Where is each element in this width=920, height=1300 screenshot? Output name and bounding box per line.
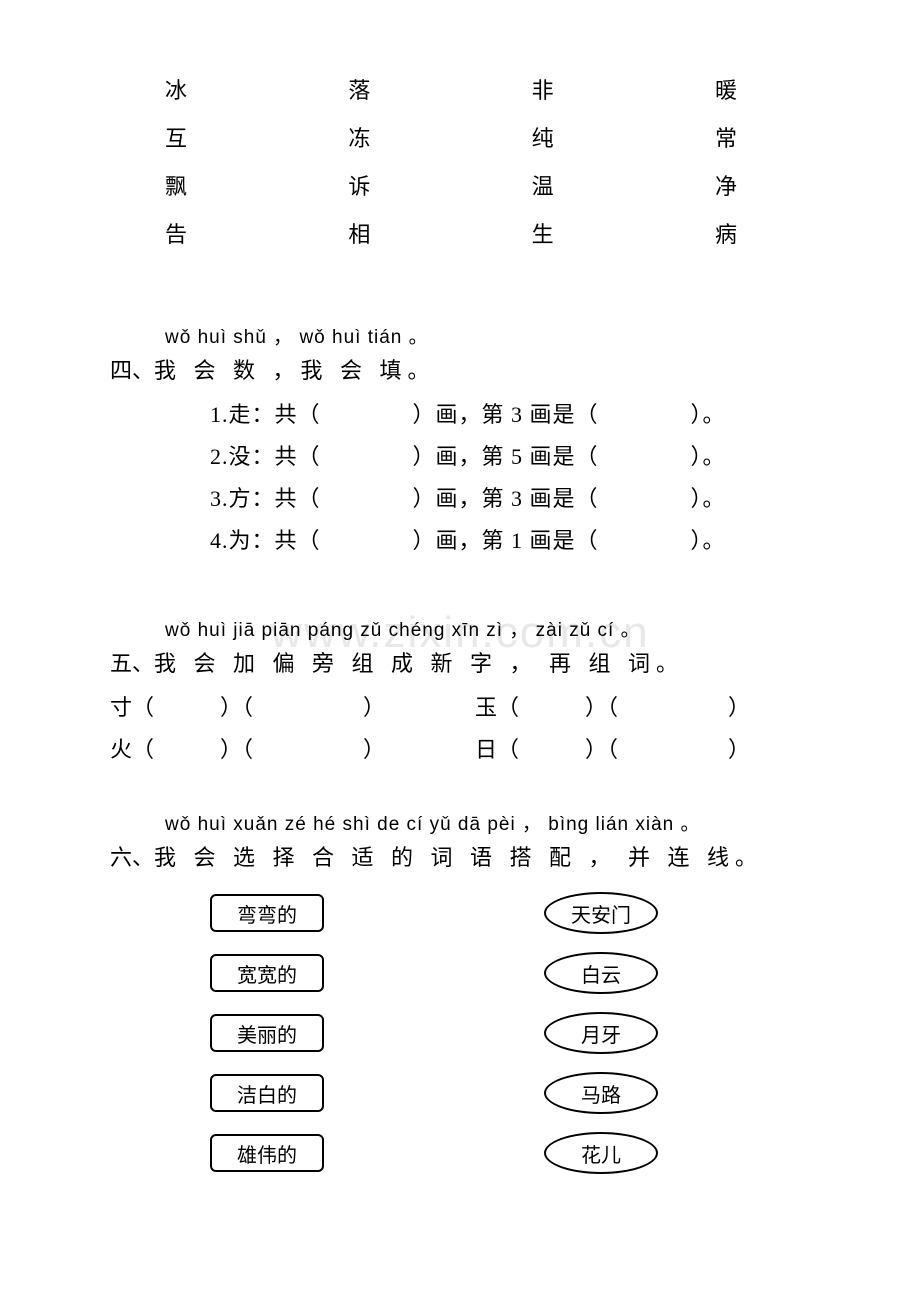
section6-title-text: 我 会 选 择 合 适 的 词 语 搭 配 ， 并 连 线。 xyxy=(154,845,763,870)
item-idx: 2. xyxy=(210,444,229,469)
char-cell: 温 xyxy=(532,176,572,198)
char-cell: 冰 xyxy=(165,80,205,102)
radical-char: 玉 xyxy=(475,695,497,720)
radical-row: 寸（ ）（ ） 玉（ ）（ ） xyxy=(110,690,810,722)
char-cell: 非 xyxy=(532,80,572,102)
char-cell: 告 xyxy=(165,224,205,246)
matching-area: 弯弯的 天安门 宽宽的 白云 美丽的 月牙 洁白的 马路 雄伟的 花儿 xyxy=(110,884,810,1174)
match-left-box: 洁白的 xyxy=(210,1074,324,1112)
char-cell: 相 xyxy=(348,224,388,246)
char-cell: 冻 xyxy=(348,128,388,150)
char-cell: 纯 xyxy=(532,128,572,150)
match-row: 雄伟的 花儿 xyxy=(210,1132,810,1174)
character-grid: 冰 落 非 暖 互 冻 纯 常 飘 诉 温 净 告 相 生 病 xyxy=(110,80,810,246)
stroke-question: 第 3 画是 xyxy=(482,402,576,427)
match-row: 洁白的 马路 xyxy=(210,1072,810,1114)
section5-pinyin: wǒ huì jiā piān pánɡ zǔ chénɡ xīn zì ， z… xyxy=(110,615,810,642)
radical-row: 火（ ）（ ） 日（ ）（ ） xyxy=(110,732,810,764)
page-content: 冰 落 非 暖 互 冻 纯 常 飘 诉 温 净 告 相 生 病 wǒ huì s… xyxy=(0,0,920,1232)
char-cell: 互 xyxy=(165,128,205,150)
char-row: 互 冻 纯 常 xyxy=(110,128,810,150)
char-row: 飘 诉 温 净 xyxy=(110,176,810,198)
section6-num: 六、 xyxy=(110,845,154,870)
stroke-question: 第 3 画是 xyxy=(482,486,576,511)
char-cell: 落 xyxy=(348,80,388,102)
section4-title: 四、我 会 数 ，我 会 填。 xyxy=(110,353,810,385)
radical-char: 火 xyxy=(110,737,132,762)
fill-line: 4.为：共（ ）画，第 1 画是（ ）。 xyxy=(110,523,810,555)
item-idx: 1. xyxy=(210,402,229,427)
stroke-question: 第 5 画是 xyxy=(482,444,576,469)
match-right-box: 月牙 xyxy=(544,1012,658,1054)
match-row: 美丽的 月牙 xyxy=(210,1012,810,1054)
section5-title: 五、我 会 加 偏 旁 组 成 新 字 ， 再 组 词。 xyxy=(110,646,810,678)
item-idx: 4. xyxy=(210,528,229,553)
section5-title-text: 我 会 加 偏 旁 组 成 新 字 ， 再 组 词。 xyxy=(154,651,684,676)
section6-pinyin: wǒ huì xuǎn zé hé shì de cí yǔ dā pèi ， … xyxy=(110,809,810,836)
section5-num: 五、 xyxy=(110,651,154,676)
match-row: 弯弯的 天安门 xyxy=(210,892,810,934)
char-cell: 诉 xyxy=(348,176,388,198)
char-cell: 飘 xyxy=(165,176,205,198)
item-char: 走 xyxy=(229,402,252,427)
stroke-question: 第 1 画是 xyxy=(482,528,576,553)
match-right-box: 马路 xyxy=(544,1072,658,1114)
section6-title: 六、我 会 选 择 合 适 的 词 语 搭 配 ， 并 连 线。 xyxy=(110,840,810,872)
char-row: 告 相 生 病 xyxy=(110,224,810,246)
item-idx: 3. xyxy=(210,486,229,511)
section4-num: 四、 xyxy=(110,358,154,383)
match-right-box: 天安门 xyxy=(544,892,658,934)
match-right-box: 白云 xyxy=(544,952,658,994)
match-left-box: 美丽的 xyxy=(210,1014,324,1052)
radical-left: 寸（ ）（ ） xyxy=(110,690,445,722)
char-row: 冰 落 非 暖 xyxy=(110,80,810,102)
fill-line: 2.没：共（ ）画，第 5 画是（ ）。 xyxy=(110,439,810,471)
item-char: 方 xyxy=(229,486,252,511)
match-left-box: 宽宽的 xyxy=(210,954,324,992)
radical-left: 火（ ）（ ） xyxy=(110,732,445,764)
radical-right: 玉（ ）（ ） xyxy=(445,690,810,722)
fill-line: 3.方：共（ ）画，第 3 画是（ ）。 xyxy=(110,481,810,513)
char-cell: 净 xyxy=(715,176,755,198)
section4-title-text: 我 会 数 ，我 会 填。 xyxy=(154,358,436,383)
char-cell: 生 xyxy=(532,224,572,246)
match-left-box: 弯弯的 xyxy=(210,894,324,932)
char-cell: 病 xyxy=(715,224,755,246)
fill-line: 1.走：共（ ）画，第 3 画是（ ）。 xyxy=(110,397,810,429)
char-cell: 常 xyxy=(715,128,755,150)
radical-char: 日 xyxy=(475,737,497,762)
match-right-box: 花儿 xyxy=(544,1132,658,1174)
item-char: 没 xyxy=(229,444,252,469)
radical-char: 寸 xyxy=(110,695,132,720)
match-left-box: 雄伟的 xyxy=(210,1134,324,1172)
section4-pinyin: wǒ huì shǔ ， wǒ huì tián 。 xyxy=(110,322,810,349)
char-cell: 暖 xyxy=(715,80,755,102)
item-char: 为 xyxy=(229,528,252,553)
radical-right: 日（ ）（ ） xyxy=(445,732,810,764)
match-row: 宽宽的 白云 xyxy=(210,952,810,994)
